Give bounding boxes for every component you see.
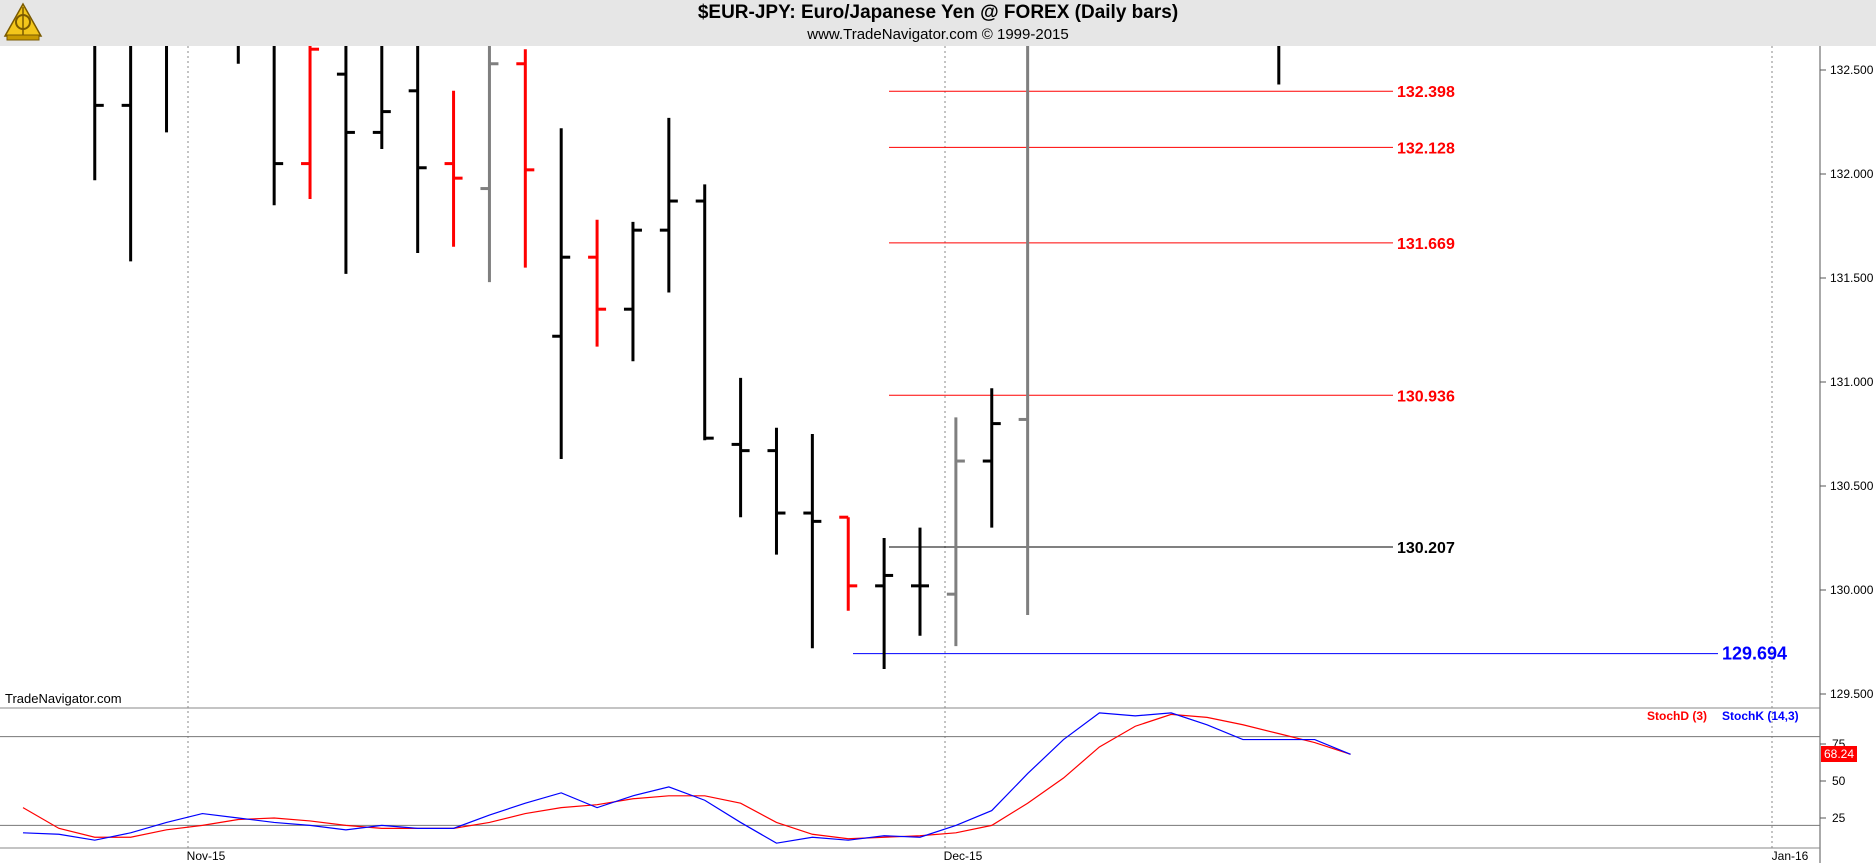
chart-subtitle: www.TradeNavigator.com © 1999-2015 (807, 26, 1069, 43)
ohlc-bar (695, 184, 714, 441)
ohlc-bar (659, 117, 678, 293)
ohlc-bar (839, 515, 858, 611)
stoch-last-label: 68.24 (1824, 747, 1854, 761)
level-label: 130.936 (1397, 388, 1455, 405)
ohlc-bar (336, 46, 355, 274)
stoch-tick-label: 25 (1832, 811, 1846, 825)
sextant-logo-icon (3, 2, 43, 41)
ohlc-bar (480, 46, 499, 283)
stochd-line (22, 713, 1351, 840)
stoch-legend-item: StochK (14,3) (1722, 709, 1799, 723)
level-label: 132.398 (1397, 84, 1455, 101)
date-label: Jan-16 (1772, 849, 1809, 863)
ohlc-bar (516, 49, 535, 268)
ohlc-bar (982, 388, 1001, 528)
ohlc-bar (875, 538, 894, 670)
ohlc-bar (588, 219, 607, 347)
date-label: Dec-15 (944, 849, 983, 863)
price-tick-label: 132.000 (1830, 167, 1874, 181)
chart-header: $EUR-JPY: Euro/Japanese Yen @ FOREX (Dai… (0, 0, 1876, 46)
chart-grid: Nov-15 Dec-15 Jan-16 (187, 46, 1809, 863)
stoch-tick-label: 50 (1832, 774, 1846, 788)
level-lines: 135.648135.608134.653134.648134.444134.3… (853, 84, 1787, 664)
watermark: TradeNavigator.com (5, 691, 122, 706)
ohlc-bar (301, 46, 320, 199)
price-tick-label: 129.500 (1830, 687, 1874, 701)
stochk-line (22, 712, 1351, 844)
price-tick-label: 131.500 (1830, 271, 1874, 285)
stoch-legend-item: StochD (3) (1647, 709, 1707, 723)
ohlc-bar (372, 46, 391, 150)
level-label: 130.207 (1397, 540, 1455, 557)
ohlc-bar (272, 46, 284, 206)
ohlc-bar (767, 427, 786, 555)
ohlc-bar (803, 434, 822, 649)
chart-title: $EUR-JPY: Euro/Japanese Yen @ FOREX (Dai… (697, 2, 1179, 23)
ohlc-bar (408, 46, 427, 254)
stoch-last-box (1821, 746, 1857, 763)
price-axis: 129.500 130.000 130.500 131.000 131.500 132.0… (1820, 63, 1874, 701)
ohlc-bar (121, 46, 133, 262)
level-label: 132.128 (1397, 140, 1455, 157)
price-chart: Nov-15 Dec-15 Jan-16 135.648135.608134.653… (0, 46, 1874, 863)
ohlc-bar (1277, 46, 1281, 85)
ohlc-bar (623, 221, 642, 362)
price-tick-label: 132.500 (1830, 63, 1874, 77)
chart-frame (0, 46, 1821, 863)
level-label: 129.694 (1722, 644, 1787, 664)
ohlc-bar (93, 46, 104, 181)
ohlc-bar (165, 46, 169, 133)
ohlc-bar (552, 128, 571, 459)
price-tick-label: 130.500 (1830, 479, 1874, 493)
ohlc-bar (946, 417, 965, 647)
date-label: Nov-15 (187, 849, 226, 863)
ohlc-bar (236, 46, 240, 64)
ohlc-bar (731, 377, 750, 518)
ohlc-bar (1018, 46, 1030, 615)
ohlc-bar (911, 527, 929, 636)
price-tick-label: 131.000 (1830, 375, 1874, 389)
price-tick-label: 130.000 (1830, 583, 1874, 597)
ohlc-bar (444, 90, 463, 247)
level-label: 131.669 (1397, 236, 1455, 253)
ohlc-bars (93, 46, 1281, 670)
